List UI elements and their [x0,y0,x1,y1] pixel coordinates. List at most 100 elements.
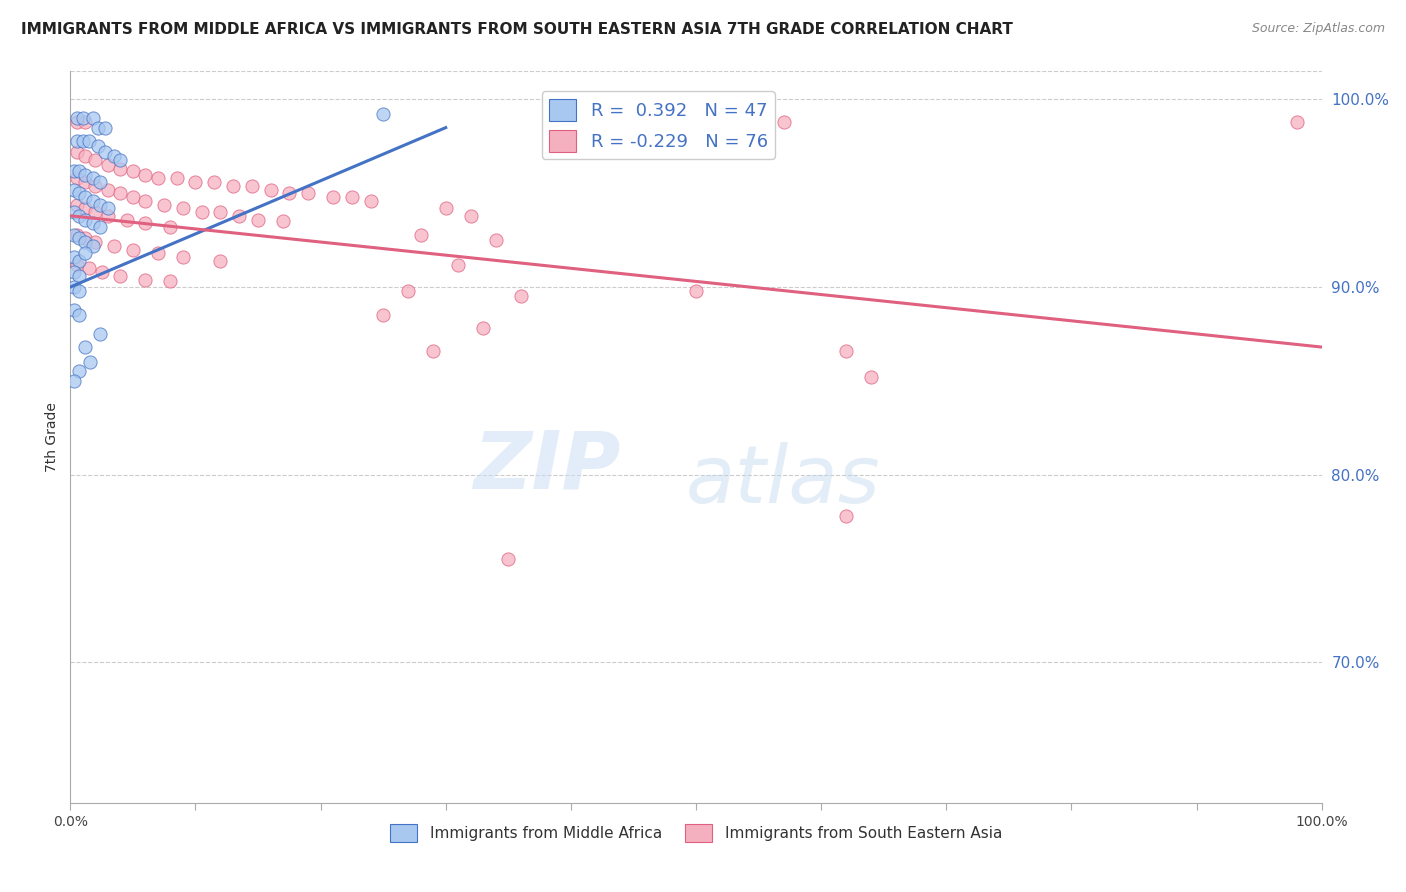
Point [685,284,707,298]
Point [247,212,270,227]
Point [110,186,132,201]
Point [84,153,107,167]
Point [97,201,120,215]
Point [67,253,90,268]
Point [110,153,132,167]
Point [82,194,104,208]
Point [159,220,181,235]
Point [228,209,250,223]
Point [271,214,294,228]
Point [75,340,97,354]
Point [89,220,111,235]
Text: atlas: atlas [686,442,882,520]
Point [422,343,444,358]
Point [63,250,86,264]
Point [89,326,111,341]
Point [172,201,194,215]
Point [63,265,86,279]
Point [835,343,858,358]
Point [498,552,520,566]
Point [835,508,858,523]
Point [75,175,97,189]
Point [509,289,531,303]
Point [77,134,100,148]
Point [75,201,97,215]
Point [146,171,169,186]
Point [222,178,245,193]
Point [115,212,138,227]
Point [110,161,132,176]
Point [259,182,281,196]
Point [110,268,132,283]
Point [447,258,470,272]
Point [434,201,457,215]
Point [103,149,125,163]
Point [297,186,319,201]
Point [65,115,87,129]
Point [278,186,301,201]
Point [75,115,97,129]
Legend: Immigrants from Middle Africa, Immigrants from South Eastern Asia: Immigrants from Middle Africa, Immigrant… [384,818,1008,847]
Point [75,212,97,227]
Point [89,175,111,189]
Point [65,134,87,148]
Point [460,209,482,223]
Point [63,163,86,178]
Point [134,168,156,182]
Point [94,120,117,135]
Point [75,235,97,249]
Text: IMMIGRANTS FROM MIDDLE AFRICA VS IMMIGRANTS FROM SOUTH EASTERN ASIA 7TH GRADE CO: IMMIGRANTS FROM MIDDLE AFRICA VS IMMIGRA… [21,22,1012,37]
Point [75,231,97,245]
Point [371,308,394,322]
Point [121,190,145,204]
Point [159,274,181,288]
Text: ZIP: ZIP [474,427,621,506]
Point [409,227,432,242]
Point [82,216,104,230]
Point [134,272,156,286]
Point [172,250,194,264]
Point [340,190,363,204]
Point [146,246,169,260]
Point [67,308,90,322]
Point [67,209,90,223]
Point [166,171,188,186]
Point [322,190,344,204]
Point [63,182,86,196]
Point [396,284,419,298]
Point [685,115,707,129]
Point [82,171,104,186]
Point [860,370,883,384]
Point [63,280,86,294]
Point [89,197,111,211]
Point [65,258,87,272]
Point [67,284,90,298]
Point [134,194,156,208]
Point [75,246,97,260]
Point [65,145,87,159]
Point [79,355,101,369]
Point [84,178,107,193]
Text: Source: ZipAtlas.com: Source: ZipAtlas.com [1251,22,1385,36]
Point [65,227,87,242]
Point [63,374,86,388]
Point [90,265,112,279]
Point [65,197,87,211]
Point [75,168,97,182]
Point [77,261,100,276]
Point [72,134,94,148]
Point [103,239,125,253]
Point [63,205,86,219]
Point [209,205,232,219]
Point [240,178,263,193]
Point [87,139,110,153]
Point [94,145,117,159]
Point [121,163,145,178]
Point [67,231,90,245]
Point [184,175,207,189]
Point [134,216,156,230]
Point [75,190,97,204]
Point [121,243,145,257]
Point [82,112,104,126]
Point [97,158,120,172]
